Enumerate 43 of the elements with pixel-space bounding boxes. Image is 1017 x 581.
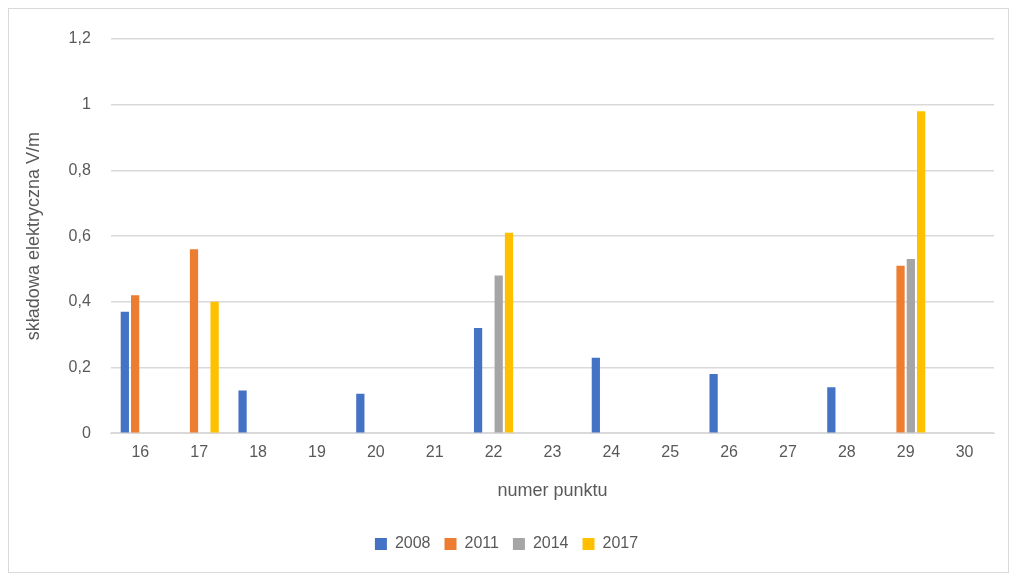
x-tick-label: 16 bbox=[131, 443, 150, 461]
bar bbox=[473, 328, 483, 433]
x-tick-label: 30 bbox=[955, 443, 974, 461]
bar bbox=[917, 111, 926, 433]
x-tick-label: 19 bbox=[308, 443, 326, 461]
bar bbox=[827, 387, 836, 433]
x-axis-title: numer punktu bbox=[497, 480, 608, 501]
y-tick-label: 1,2 bbox=[68, 29, 91, 47]
legend-label: 2011 bbox=[464, 534, 500, 552]
x-tick-label: 18 bbox=[249, 443, 268, 461]
bar bbox=[238, 390, 247, 433]
x-tick-label: 22 bbox=[484, 443, 503, 461]
bar bbox=[906, 259, 915, 433]
x-tick-label: 26 bbox=[720, 443, 739, 461]
bar bbox=[494, 275, 503, 433]
bar bbox=[504, 232, 514, 433]
legend-label: 2014 bbox=[532, 534, 569, 552]
x-tick-label: 29 bbox=[896, 443, 915, 461]
x-tick-label: 17 bbox=[190, 443, 209, 461]
bar bbox=[591, 357, 600, 433]
x-tick-label: 24 bbox=[602, 443, 621, 461]
bar bbox=[356, 393, 365, 433]
y-tick-label: 0,2 bbox=[68, 357, 91, 375]
x-tick-label: 25 bbox=[661, 443, 680, 461]
y-tick-label: 0 bbox=[81, 423, 91, 441]
y-tick-label: 1 bbox=[81, 95, 91, 113]
x-tick-label: 28 bbox=[837, 443, 856, 461]
y-axis-title: składowa elektryczna V/m bbox=[22, 132, 43, 341]
y-tick-label: 0,6 bbox=[68, 226, 91, 244]
bar bbox=[120, 311, 129, 433]
y-tick-label: 0,4 bbox=[68, 292, 91, 310]
x-tick-label: 27 bbox=[779, 443, 797, 461]
bar bbox=[210, 301, 219, 433]
x-tick-label: 21 bbox=[425, 443, 444, 461]
x-tick-label: 23 bbox=[543, 443, 562, 461]
bar bbox=[189, 249, 199, 433]
legend-label: 2017 bbox=[602, 534, 639, 552]
bar bbox=[709, 374, 718, 433]
bar bbox=[131, 295, 140, 433]
bar bbox=[896, 265, 905, 433]
y-tick-label: 0,8 bbox=[68, 160, 91, 178]
x-tick-label: 20 bbox=[366, 443, 385, 461]
legend-label: 2008 bbox=[394, 534, 431, 552]
